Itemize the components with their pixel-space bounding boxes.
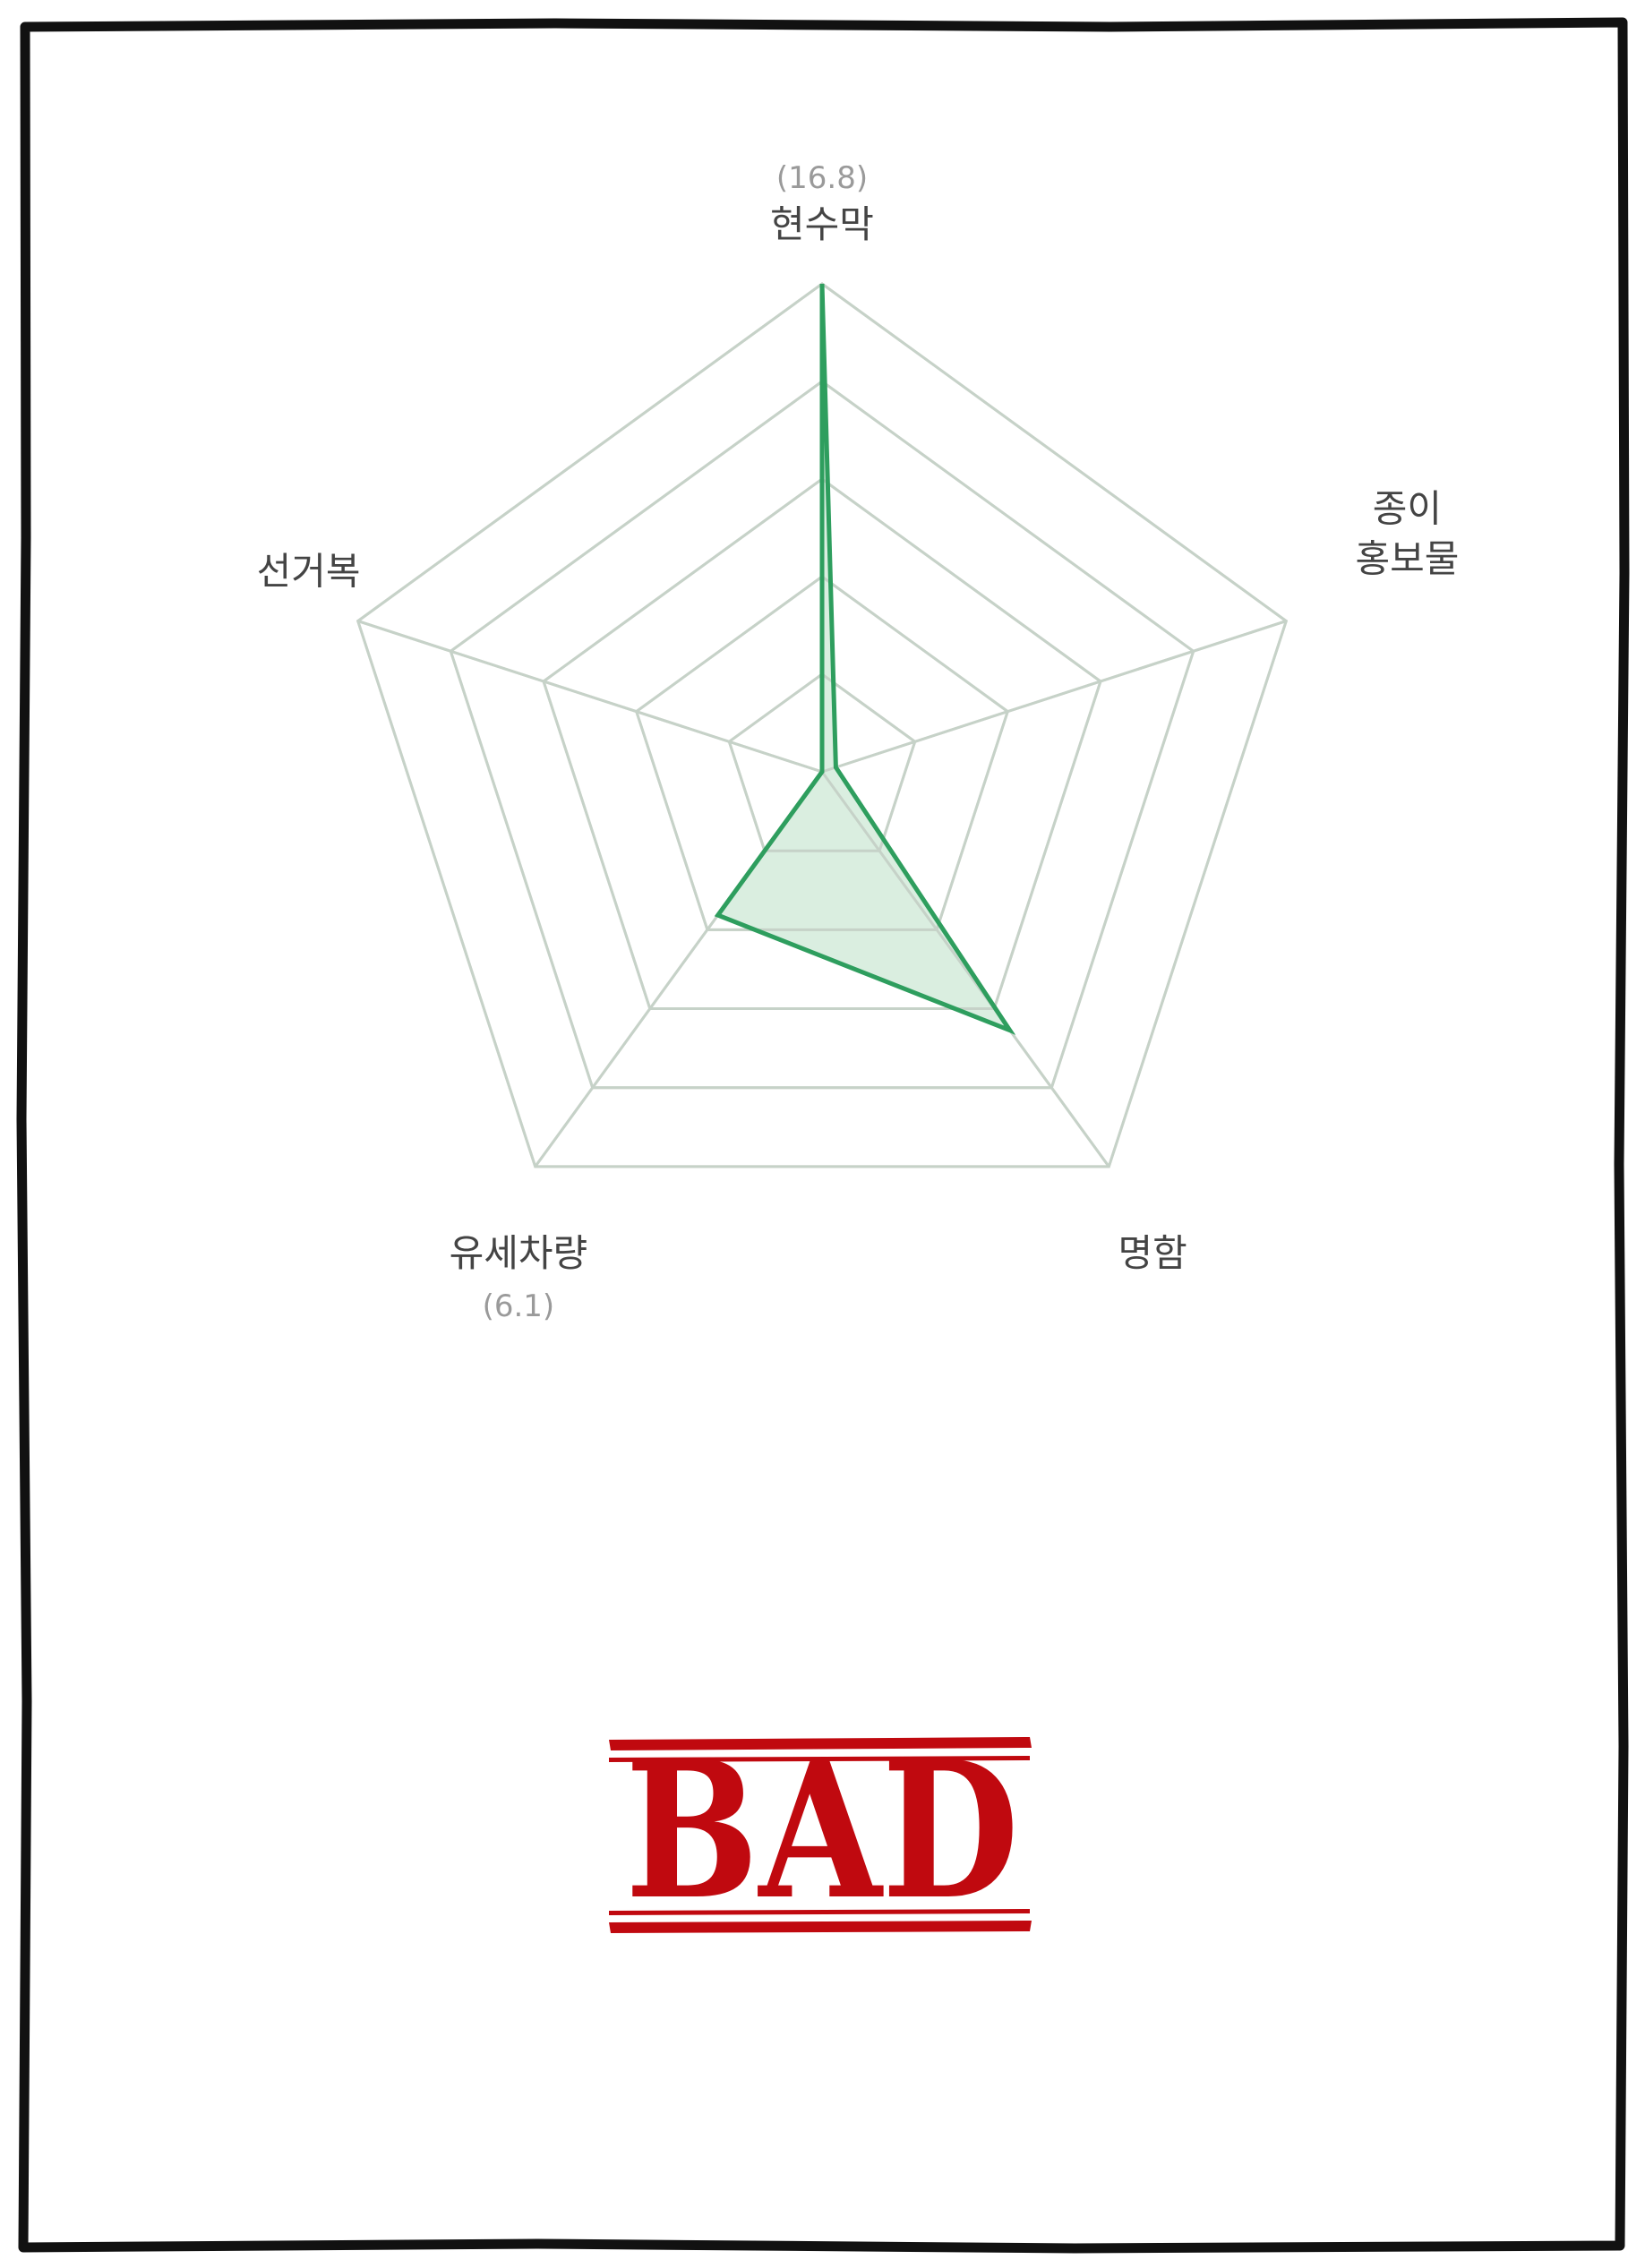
grid-spoke-overlay-2 [821, 620, 1287, 774]
axis-value-label-4: (6.1) [483, 1288, 555, 1324]
grid-spoke-overlay-3 [820, 771, 1110, 1168]
series-area [717, 284, 1010, 1031]
axis-label-text: 명함 [1118, 1231, 1187, 1275]
hand-drawn-frame [16, 17, 1630, 2254]
stamp-text: BAD [625, 1720, 1019, 1941]
axis-label-text: 홍보물 [1355, 537, 1459, 581]
grid-ring-overlay-2 [634, 575, 1010, 931]
stamp-bottom-rule [609, 1921, 1032, 1933]
axis-label-text: 선거복 [257, 550, 361, 594]
grid-ring-overlay-4 [449, 380, 1195, 1090]
axis-label-text: 현수막 [770, 202, 874, 246]
axis-label-3: 명함 [1118, 1231, 1187, 1275]
stamp-top-rule [609, 1737, 1032, 1750]
radar-series [356, 282, 1289, 1168]
bad-stamp: BAD [609, 1720, 1032, 1941]
grid-ring-overlay-1 [727, 672, 917, 852]
stamp-bottom-rule-thin [609, 1909, 1030, 1915]
grid-ring-overlay-3 [542, 477, 1102, 1010]
axis-label-text: 유세차량 [450, 1231, 588, 1275]
axis-label-1: (16.8) 현수막 [770, 160, 874, 246]
axis-label-text: 종이 [1373, 487, 1442, 531]
series-line [714, 283, 1016, 1035]
axis-value-label-1: (16.8) [776, 160, 868, 196]
grid-spoke-overlay-5 [357, 620, 823, 774]
axis-label-4: 유세차량 (6.1) [450, 1231, 588, 1324]
grid-ring-overlay-5 [356, 282, 1289, 1168]
axis-label-5: 선거복 [257, 550, 361, 594]
stamp-top-rule-thin [609, 1756, 1030, 1762]
